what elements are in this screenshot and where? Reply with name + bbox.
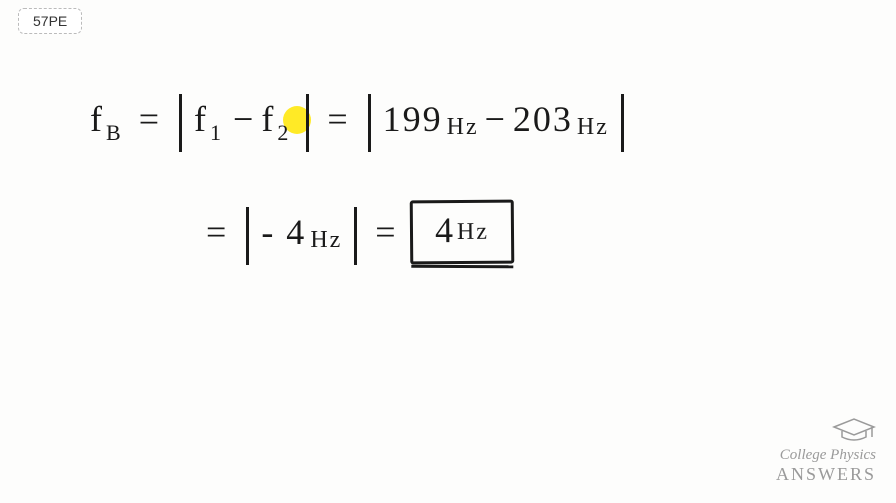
answer-underline bbox=[411, 265, 513, 269]
abs-bar-open bbox=[179, 94, 182, 152]
brand-text-2: ANSWERS bbox=[776, 464, 876, 485]
subscript-b: B bbox=[106, 120, 123, 146]
answer-box: 4 Hz bbox=[409, 200, 514, 265]
variable-f1: f bbox=[194, 98, 208, 140]
equals-sign: = bbox=[139, 98, 161, 140]
value-neg4: - 4 bbox=[261, 211, 306, 253]
equation-line-2: = - 4 Hz = 4 Hz bbox=[200, 200, 514, 264]
equation-line-1: f B = f 1 − f 2 = 199 Hz − 203 Hz bbox=[90, 90, 630, 148]
unit-hz: Hz bbox=[447, 114, 479, 141]
abs-bar-open bbox=[246, 207, 249, 265]
problem-badge: 57PE bbox=[18, 8, 82, 34]
brand-text-1: College Physics bbox=[776, 447, 876, 464]
whiteboard-area: f B = f 1 − f 2 = 199 Hz − 203 Hz = - 4 … bbox=[0, 60, 896, 440]
variable-f2: f bbox=[261, 98, 275, 140]
value-199: 199 bbox=[383, 98, 443, 140]
brand-logo: College Physics ANSWERS bbox=[776, 415, 876, 485]
problem-number: 57PE bbox=[33, 13, 67, 29]
subscript-2: 2 bbox=[277, 120, 290, 146]
abs-bar-close bbox=[354, 207, 357, 265]
unit-hz: Hz bbox=[456, 218, 488, 245]
subscript-1: 1 bbox=[210, 120, 223, 146]
equals-sign: = bbox=[375, 211, 397, 253]
equals-sign: = bbox=[327, 98, 349, 140]
value-203: 203 bbox=[513, 98, 573, 140]
abs-bar-close bbox=[306, 94, 309, 152]
abs-bar-open bbox=[368, 94, 371, 152]
minus-sign: − bbox=[233, 98, 255, 140]
result-value: 4 bbox=[434, 209, 454, 251]
variable-fb: f bbox=[90, 98, 104, 140]
minus-sign: − bbox=[485, 98, 507, 140]
equals-sign: = bbox=[206, 211, 228, 253]
graduation-cap-icon bbox=[832, 415, 876, 443]
unit-hz: Hz bbox=[577, 114, 609, 141]
abs-bar-close bbox=[621, 94, 624, 152]
unit-hz: Hz bbox=[310, 227, 342, 254]
